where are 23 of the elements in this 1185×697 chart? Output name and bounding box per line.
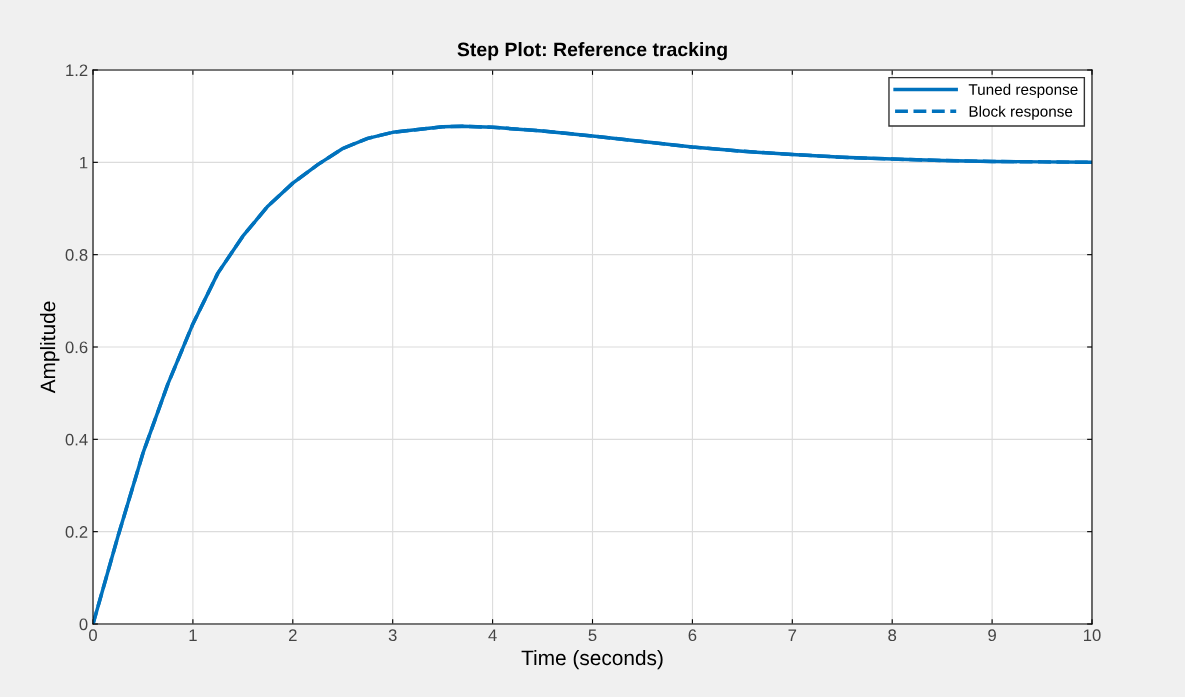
x-tick-label: 2: [289, 629, 297, 641]
y-tick-label: 0.8: [65, 249, 88, 261]
x-tick-label: 8: [888, 629, 897, 642]
legend-label: Tuned response: [968, 83, 1078, 98]
x-tick-label: 7: [788, 629, 797, 641]
y-tick-label: 0.2: [65, 526, 88, 538]
y-tick-label: 0.6: [65, 341, 88, 354]
y-axis-title: Amplitude: [40, 301, 60, 394]
x-tick-label: 9: [988, 629, 996, 642]
x-axis-title: Time (seconds): [521, 649, 663, 670]
legend-label: Block response: [969, 105, 1073, 120]
y-tick-label: 1: [80, 156, 88, 169]
y-tick-label: 0.4: [65, 433, 88, 446]
x-tick-label: 1: [189, 629, 197, 641]
chart-title: Step Plot: Reference tracking: [457, 42, 727, 61]
x-tick-label: 5: [588, 629, 597, 642]
x-tick-label: 3: [388, 629, 397, 642]
x-tick-label: 0: [89, 629, 97, 642]
x-tick-label: 10: [1084, 629, 1101, 642]
y-tick-label: 0: [79, 618, 88, 631]
x-tick-label: 4: [488, 629, 497, 641]
x-tick-label: 6: [688, 629, 697, 642]
y-tick-label: 1.2: [66, 64, 88, 77]
